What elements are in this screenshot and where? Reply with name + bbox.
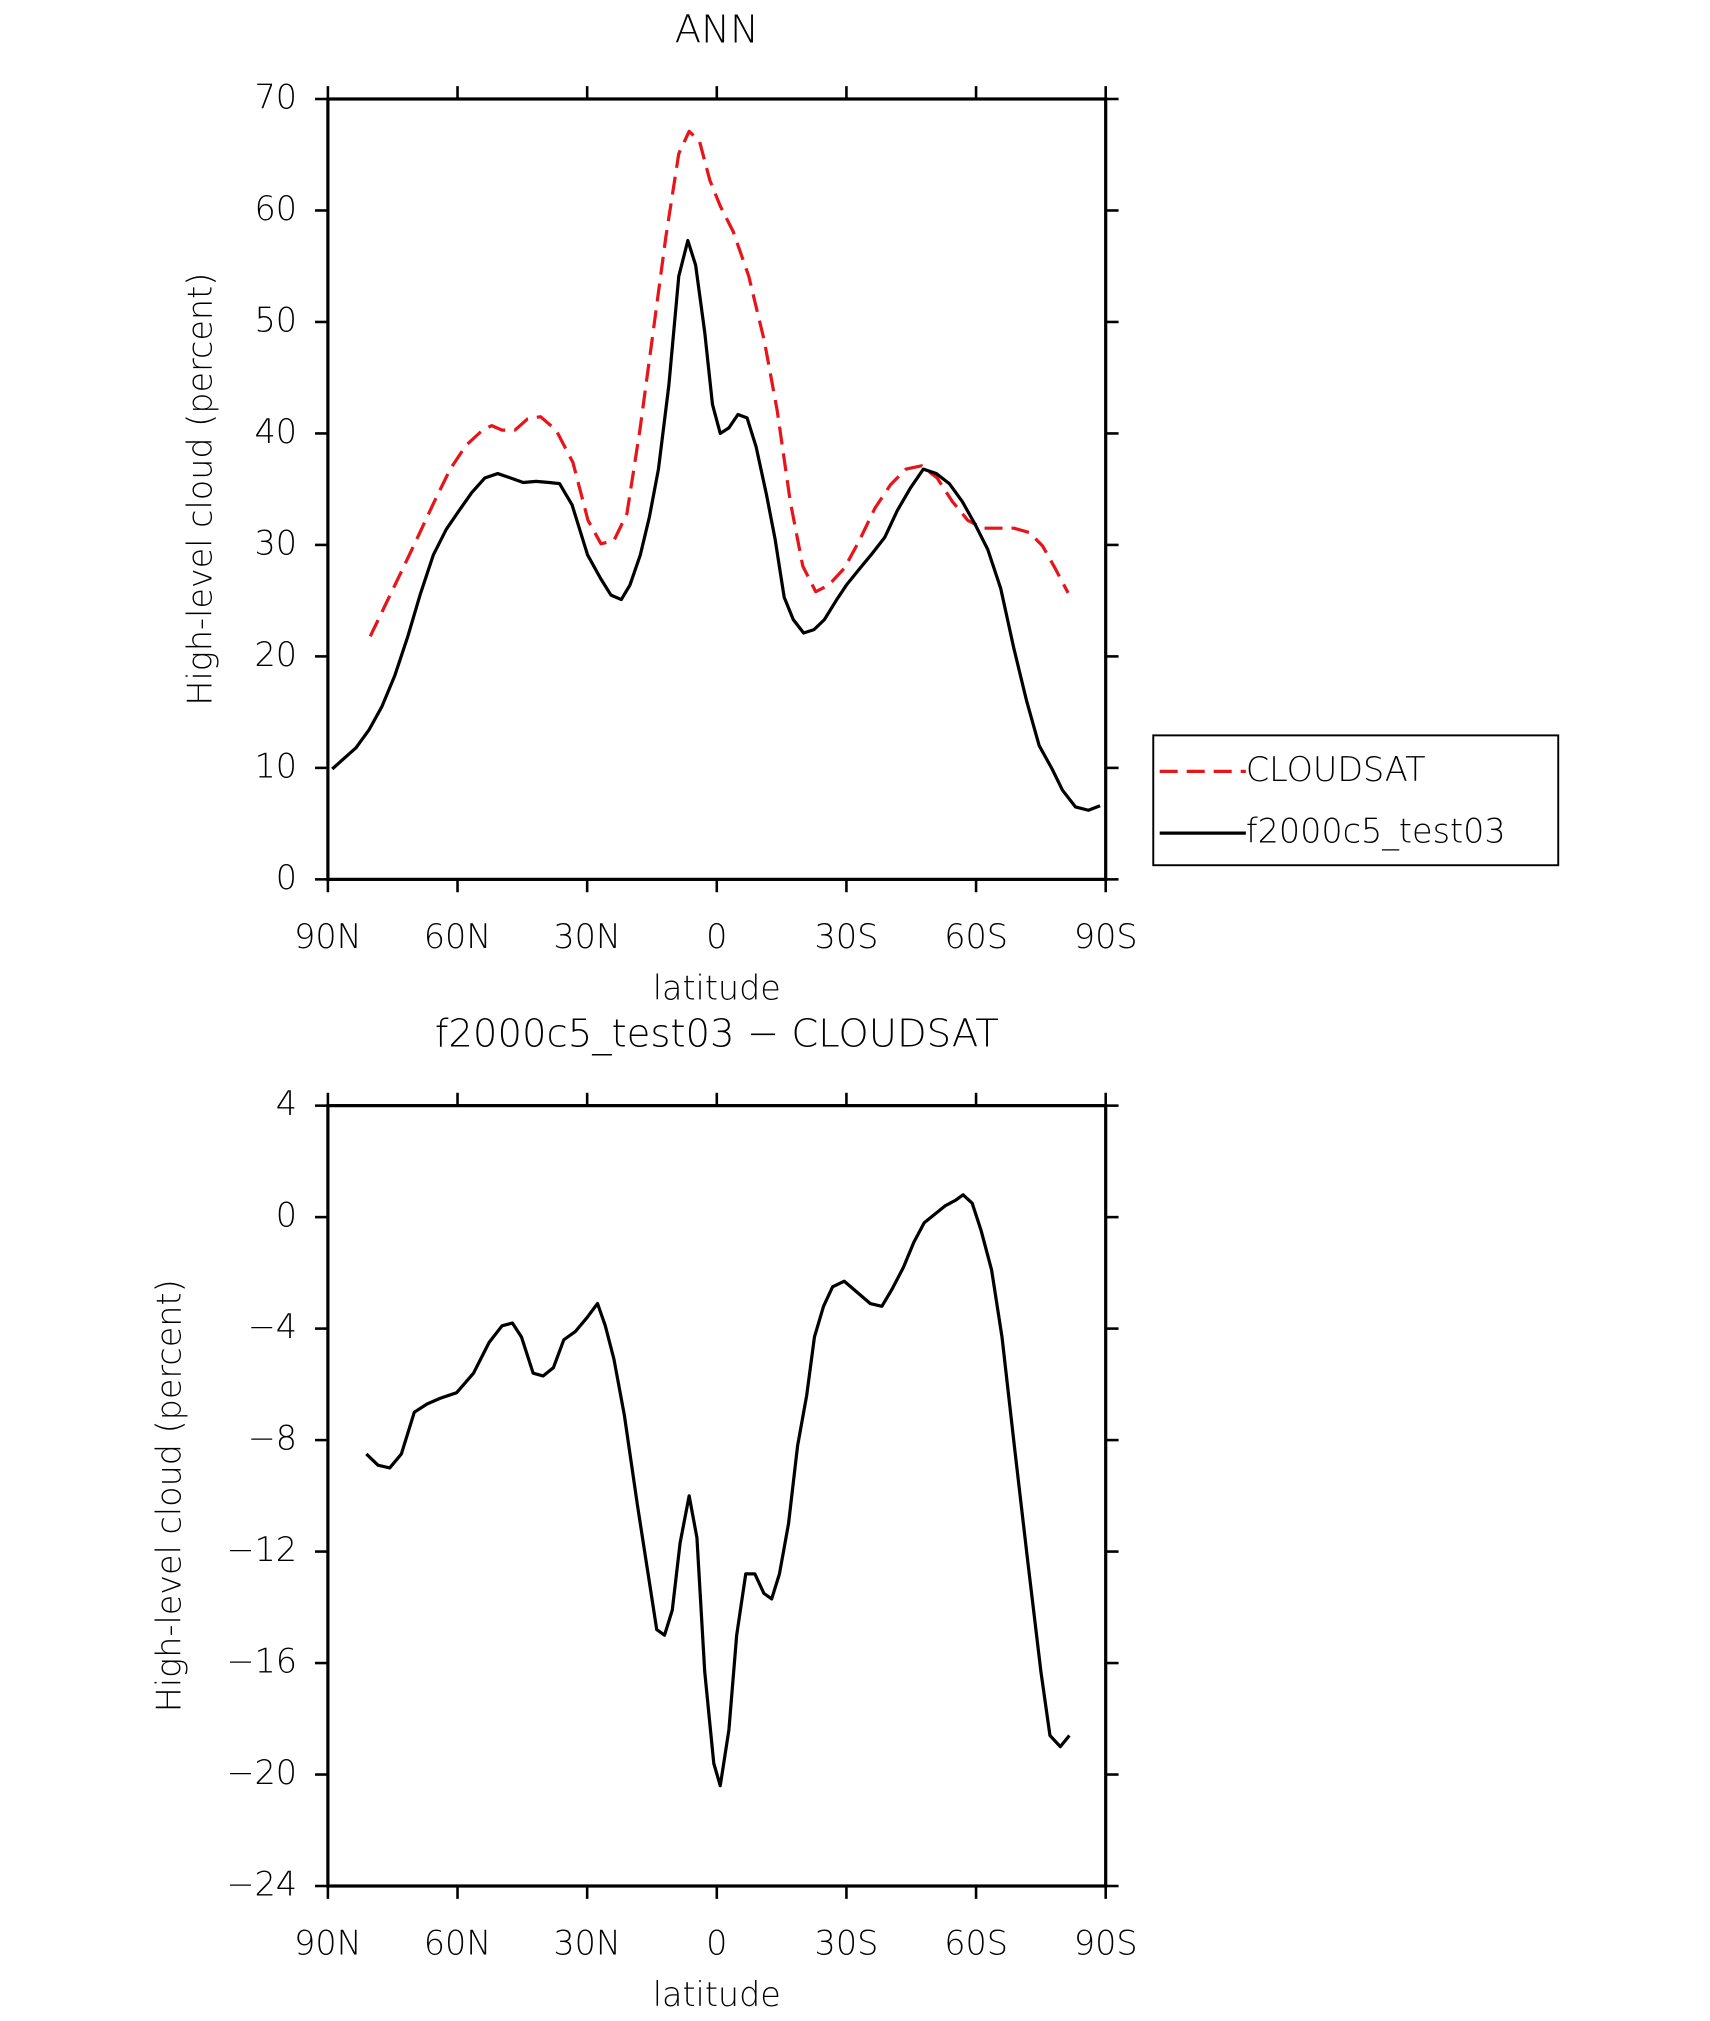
x-axis-label: latitude (653, 968, 781, 1007)
legend-label: CLOUDSAT (1246, 750, 1426, 789)
y-tick-label: −24 (227, 1865, 298, 1904)
legend-label: f2000c5_test03 (1246, 812, 1506, 852)
x-tick-label: 60S (944, 917, 1008, 956)
y-axis-label: High-level cloud (percent) (150, 1279, 189, 1712)
x-tick-label: 30N (553, 917, 621, 956)
y-tick-label: 70 (255, 77, 298, 116)
x-axis-label: latitude (653, 1975, 781, 2014)
y-tick-label: −12 (227, 1530, 298, 1569)
y-tick-label: 20 (255, 635, 298, 674)
data-line (331, 238, 1101, 812)
y-tick-label: 30 (255, 523, 298, 562)
x-tick-label: 90S (1074, 917, 1138, 956)
x-tick-label: 60N (424, 1924, 492, 1963)
y-tick-label: 10 (255, 746, 298, 785)
y-tick-label: −20 (227, 1753, 298, 1792)
x-tick-label: 0 (706, 1924, 727, 1963)
x-tick-label: 30S (815, 917, 879, 956)
data-line (368, 129, 1070, 638)
chart-title: ANN (675, 8, 759, 53)
y-tick-label: 50 (255, 300, 298, 339)
chart-title: f2000c5_test03 − CLOUDSAT (435, 1012, 999, 1057)
plot-frame (326, 97, 1108, 881)
x-tick-label: 90N (294, 917, 362, 956)
x-tick-label: 90N (294, 1924, 362, 1963)
y-axis-label: High-level cloud (percent) (180, 273, 219, 706)
y-tick-label: −4 (248, 1307, 297, 1346)
x-tick-label: 30S (815, 1924, 879, 1963)
legend-box (1152, 734, 1560, 867)
y-tick-label: 40 (255, 412, 298, 451)
x-tick-label: 30N (553, 1924, 621, 1963)
y-tick-label: 60 (255, 189, 298, 228)
x-tick-label: 0 (706, 917, 727, 956)
x-tick-label: 60N (424, 917, 492, 956)
y-tick-label: −16 (227, 1642, 298, 1681)
y-tick-label: 0 (276, 858, 297, 897)
y-tick-label: −8 (248, 1419, 297, 1458)
x-tick-label: 60S (944, 1924, 1008, 1963)
data-line (365, 1193, 1071, 1788)
x-tick-label: 90S (1074, 1924, 1138, 1963)
y-tick-label: 0 (276, 1196, 297, 1235)
y-tick-label: 4 (276, 1084, 297, 1123)
